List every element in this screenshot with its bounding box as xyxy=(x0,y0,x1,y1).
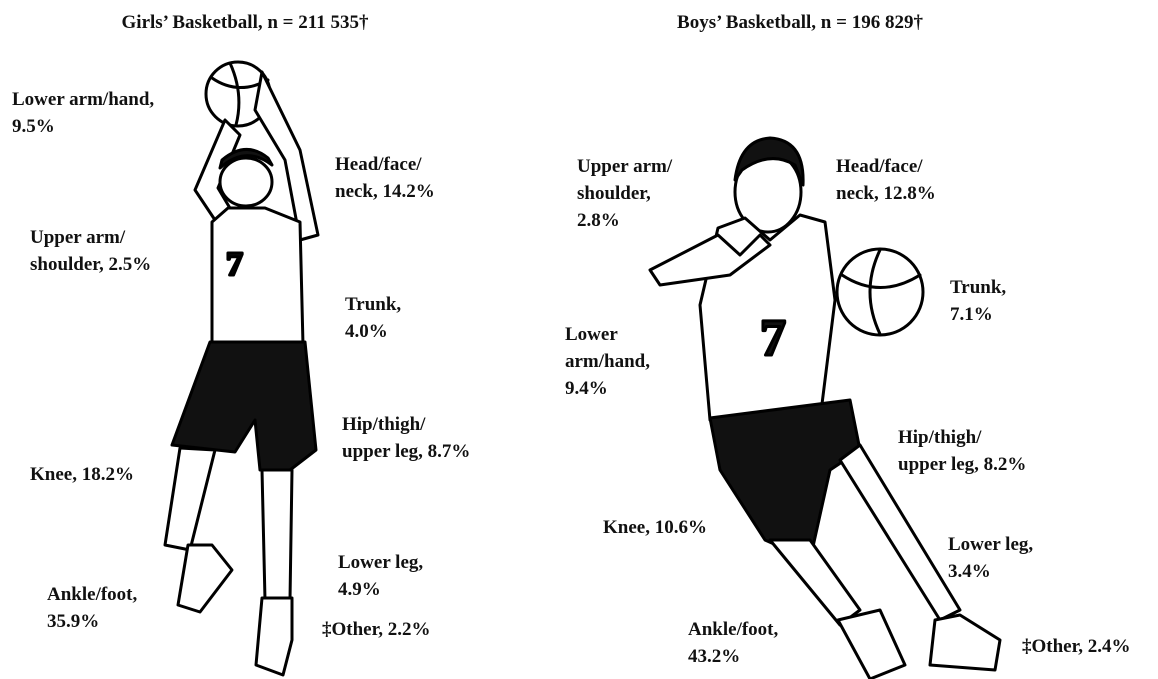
injury-label: Hip/thigh/ xyxy=(898,427,982,448)
injury-label: ‡Other, 2.4% xyxy=(1022,636,1131,657)
injury-label: 43.2% xyxy=(688,646,740,667)
injury-label: ‡Other, 2.2% xyxy=(322,619,431,640)
injury-label: 4.9% xyxy=(338,579,381,600)
injury-label: Trunk, xyxy=(345,294,401,315)
injury-label: 2.8% xyxy=(577,210,620,231)
injury-label: neck, 12.8% xyxy=(836,183,936,204)
girl-figure: 7 xyxy=(165,62,318,675)
injury-label: upper leg, 8.2% xyxy=(898,454,1026,475)
injury-label: 4.0% xyxy=(345,321,388,342)
injury-label: Upper arm/ xyxy=(577,156,673,177)
injury-label: Lower xyxy=(565,324,618,345)
injury-label: Knee, 18.2% xyxy=(30,464,134,485)
injury-label: Trunk, xyxy=(950,277,1006,298)
jersey-number: 7 xyxy=(226,246,243,283)
injury-label: shoulder, 2.5% xyxy=(30,254,151,275)
injury-label: 7.1% xyxy=(950,304,993,325)
injury-label: Upper arm/ xyxy=(30,227,126,248)
injury-label: Ankle/foot, xyxy=(47,584,138,605)
injury-label: 3.4% xyxy=(948,561,991,582)
panel-title: Girls’ Basketball, n = 211 535† xyxy=(122,12,369,33)
injury-label: Lower leg, xyxy=(948,534,1033,555)
injury-label: 35.9% xyxy=(47,611,99,632)
injury-label: upper leg, 8.7% xyxy=(342,441,470,462)
injury-label: Head/face/ xyxy=(335,154,422,175)
injury-label: 9.4% xyxy=(565,378,608,399)
injury-label: shoulder, xyxy=(577,183,651,204)
injury-label: Knee, 10.6% xyxy=(603,517,707,538)
injury-label: arm/hand, xyxy=(565,351,650,372)
boy-figure: 7 xyxy=(650,138,1000,679)
injury-label: Head/face/ xyxy=(836,156,923,177)
injury-label: neck, 14.2% xyxy=(335,181,435,202)
panel-title: Boys’ Basketball, n = 196 829† xyxy=(677,12,923,33)
page: 7 7 Girls’ Basketball, n = 211 535† Lower… xyxy=(0,0,1158,679)
injury-label: Hip/thigh/ xyxy=(342,414,426,435)
injury-label: 9.5% xyxy=(12,116,55,137)
injury-label: Lower leg, xyxy=(338,552,423,573)
injury-label: Lower arm/hand, xyxy=(12,89,154,110)
injury-label: Ankle/foot, xyxy=(688,619,779,640)
jersey-number: 7 xyxy=(760,310,786,367)
